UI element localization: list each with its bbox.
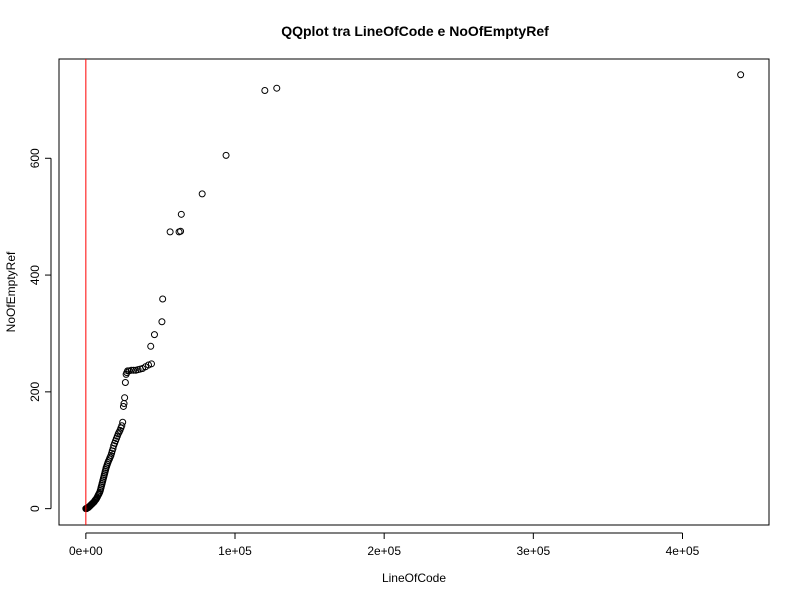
y-tick-label: 600 (28, 148, 42, 168)
data-point (130, 366, 138, 374)
data-point (150, 331, 158, 339)
data-point (222, 151, 230, 159)
y-axis-label: NoOfEmptyRef (4, 251, 18, 332)
x-tick-label: 4e+05 (666, 544, 700, 558)
data-point (159, 295, 167, 303)
data-point (119, 402, 127, 410)
x-axis: 0e+00 1e+05 2e+05 3e+05 4e+05 (69, 532, 700, 558)
y-tick-label: 200 (28, 382, 42, 402)
x-tick-label: 1e+05 (218, 544, 252, 558)
x-tick-label: 3e+05 (516, 544, 550, 558)
data-point (273, 84, 281, 92)
data-point (127, 366, 135, 374)
data-point (737, 71, 745, 79)
data-point (198, 190, 206, 198)
data-point (177, 210, 185, 218)
data-point (145, 361, 152, 369)
x-tick-label: 2e+05 (367, 544, 401, 558)
data-point (119, 418, 127, 426)
data-point (177, 227, 185, 235)
data-points (82, 71, 745, 513)
plot-frame (58, 58, 770, 526)
data-point (261, 87, 269, 95)
data-point (121, 394, 129, 402)
data-point (121, 379, 129, 387)
chart-title: QQplot tra LineOfCode e NoOfEmptyRef (281, 23, 549, 39)
x-tick-label: 0e+00 (69, 544, 103, 558)
data-point (147, 342, 155, 350)
data-point (166, 228, 174, 236)
data-point (158, 318, 166, 326)
x-axis-label: LineOfCode (382, 571, 446, 585)
y-tick-label: 400 (28, 265, 42, 285)
data-point (147, 360, 155, 368)
data-point (118, 422, 126, 430)
y-axis: 0 200 400 600 (28, 148, 52, 512)
y-tick-label: 0 (28, 505, 42, 512)
